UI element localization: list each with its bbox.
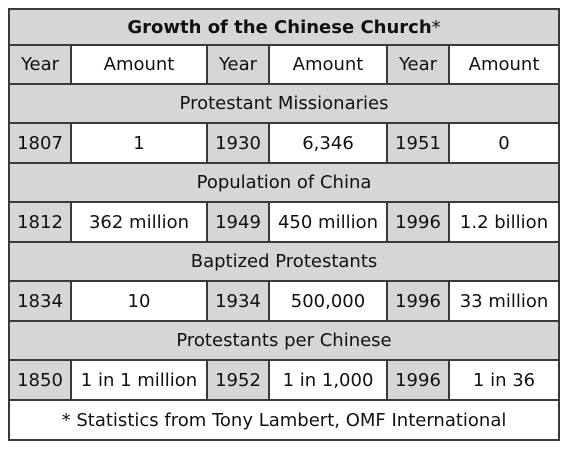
amount-cell: 362 million (70, 201, 208, 243)
amount-cell: 10 (70, 280, 208, 322)
amount-cell: 450 million (268, 201, 388, 243)
section-row-population-of-china: Population of China (7, 162, 561, 203)
year-cell: 1850 (8, 359, 72, 401)
year-cell: 1996 (386, 280, 450, 322)
year-cell: 1834 (8, 280, 72, 322)
year-cell: 1996 (386, 201, 450, 243)
table-title: Growth of the Chinese Church (127, 16, 432, 38)
year-cell: 1930 (206, 122, 270, 164)
amount-cell: 1 (70, 122, 208, 164)
growth-table: Growth of the Chinese Church* Year Amoun… (7, 8, 561, 441)
title-asterisk: * (431, 16, 441, 38)
section-label: Protestants per Chinese (7, 320, 561, 361)
section-row-protestant-missionaries: Protestant Missionaries (7, 83, 561, 124)
header-amount: Amount (447, 44, 561, 85)
amount-cell: 500,000 (268, 280, 388, 322)
amount-cell: 6,346 (268, 122, 388, 164)
section-row-protestants-per-chinese: Protestants per Chinese (7, 320, 561, 361)
table-row: 1807 1 1930 6,346 1951 0 (8, 122, 561, 164)
header-year: Year (206, 44, 270, 85)
amount-cell: 1 in 36 (447, 359, 561, 401)
year-cell: 1951 (386, 122, 450, 164)
section-label: Population of China (7, 162, 561, 203)
footnote: * Statistics from Tony Lambert, OMF Inte… (7, 399, 561, 441)
amount-cell: 1 in 1,000 (268, 359, 388, 401)
amount-cell: 1 in 1 million (70, 359, 208, 401)
header-amount: Amount (268, 44, 388, 85)
year-cell: 1934 (206, 280, 270, 322)
title-row: Growth of the Chinese Church* (7, 8, 561, 46)
section-label: Baptized Protestants (7, 241, 561, 282)
header-year: Year (8, 44, 72, 85)
header-amount: Amount (70, 44, 208, 85)
table-row: 1834 10 1934 500,000 1996 33 million (8, 280, 561, 322)
table-title-cell: Growth of the Chinese Church* (7, 8, 561, 46)
section-row-baptized-protestants: Baptized Protestants (7, 241, 561, 282)
amount-cell: 33 million (447, 280, 561, 322)
footnote-row: * Statistics from Tony Lambert, OMF Inte… (7, 399, 561, 441)
amount-cell: 1.2 billion (447, 201, 561, 243)
year-cell: 1952 (206, 359, 270, 401)
year-cell: 1807 (8, 122, 72, 164)
section-label: Protestant Missionaries (7, 83, 561, 124)
year-cell: 1949 (206, 201, 270, 243)
year-cell: 1996 (386, 359, 450, 401)
amount-cell: 0 (447, 122, 561, 164)
year-cell: 1812 (8, 201, 72, 243)
header-row: Year Amount Year Amount Year Amount (8, 44, 561, 85)
stats-table-container: Growth of the Chinese Church* Year Amoun… (7, 8, 561, 441)
table-row: 1850 1 in 1 million 1952 1 in 1,000 1996… (8, 359, 561, 401)
header-year: Year (386, 44, 450, 85)
table-row: 1812 362 million 1949 450 million 1996 1… (8, 201, 561, 243)
